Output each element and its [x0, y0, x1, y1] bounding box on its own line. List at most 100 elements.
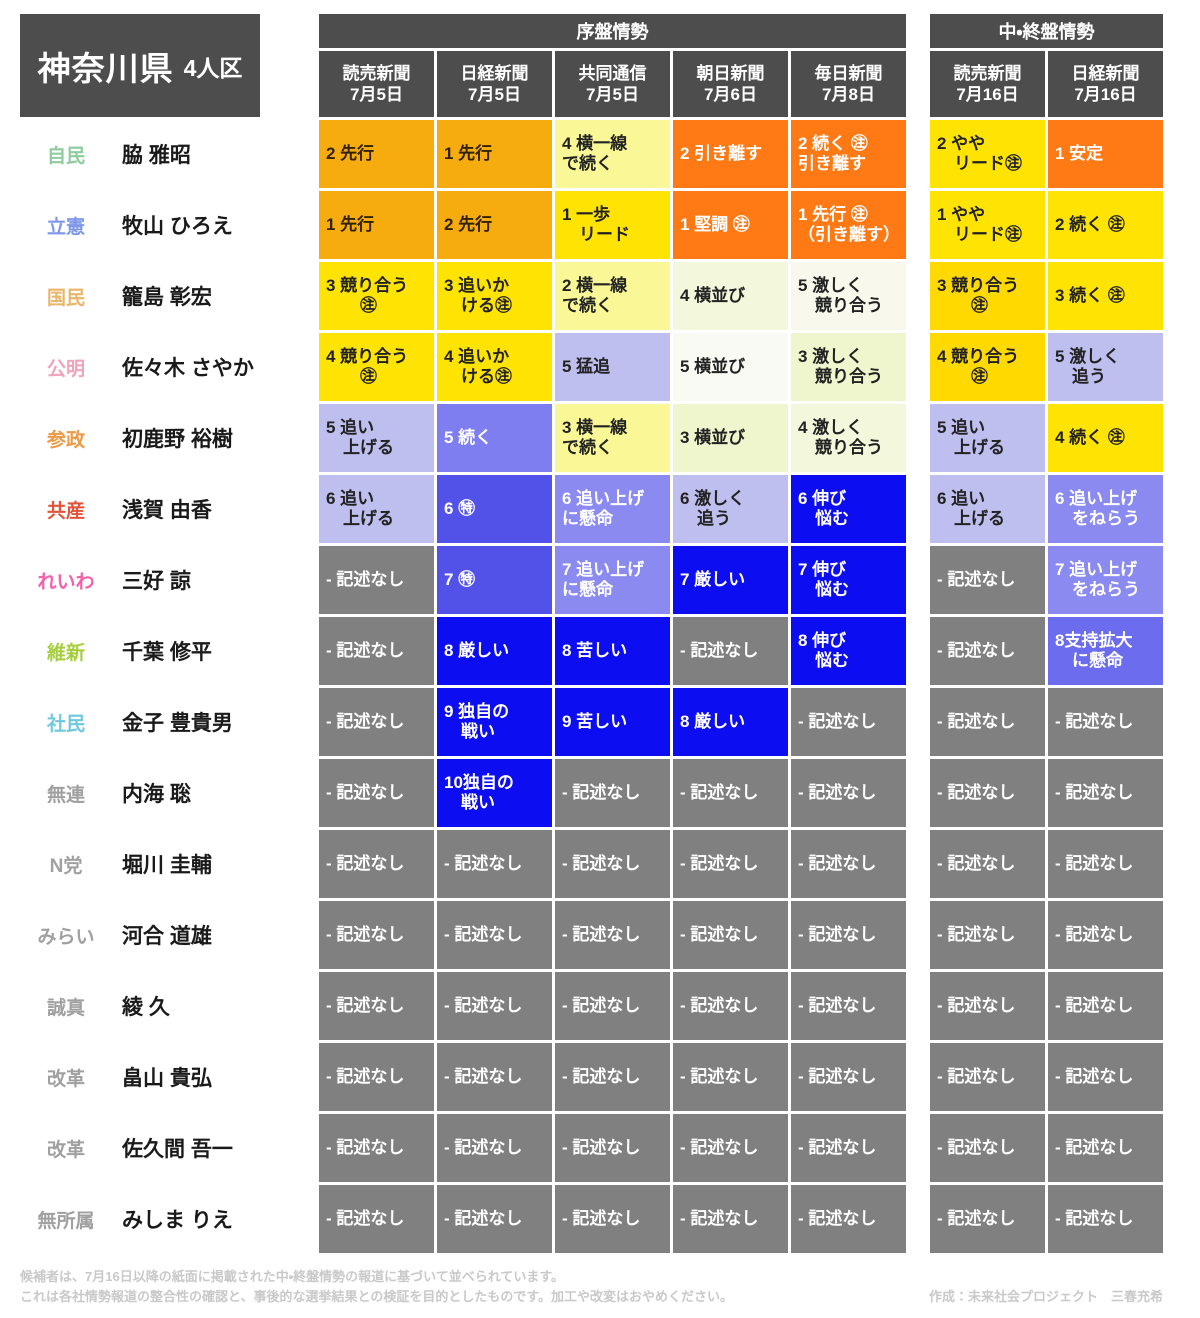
forecast-cell: - 記述なし: [437, 1114, 552, 1182]
forecast-cell: - 記述なし: [930, 759, 1045, 827]
footer-note-2: これは各社情勢報道の整合性の確認と、事後的な選挙結果との検証を目的としたものです…: [20, 1289, 734, 1305]
forecast-cell: - 記述なし: [791, 972, 906, 1040]
forecast-cell: - 記述なし: [791, 1185, 906, 1253]
forecast-cell: 8 厳しい: [673, 688, 788, 756]
paper-date: 7月16日: [1074, 85, 1137, 104]
party-name: 無連: [46, 784, 85, 806]
forecast-cell: - 記述なし: [1048, 901, 1163, 969]
forecast-cell: - 記述なし: [437, 1185, 552, 1253]
candidate-row-label: 改革 畠山 貴弘: [20, 1043, 316, 1111]
candidate-name: 初鹿野 裕樹: [122, 428, 233, 451]
forecast-cell: 3 横一線 で続く: [555, 404, 670, 472]
forecast-cell: - 記述なし: [437, 1043, 552, 1111]
column-group-gap: [909, 830, 927, 898]
forecast-cell: 3 競り合う ㊟: [930, 262, 1045, 330]
forecast-cell: - 記述なし: [930, 546, 1045, 614]
column-group-gap: [909, 617, 927, 685]
paper-date: 7月8日: [822, 85, 875, 104]
candidate-row-label: 無所属 みしま りえ: [20, 1185, 316, 1253]
forecast-cell: 4 激しく 競り合う: [791, 404, 906, 472]
forecast-cell: - 記述なし: [791, 759, 906, 827]
forecast-cell: 4 競り合う ㊟: [930, 333, 1045, 401]
candidate-name: 佐久間 吾一: [122, 1138, 233, 1161]
party-name: 無所属: [37, 1210, 95, 1232]
forecast-cell: 8 苦しい: [555, 617, 670, 685]
forecast-cell: 2 やや リード㊟: [930, 120, 1045, 188]
forecast-cell: - 記述なし: [437, 830, 552, 898]
credit-text: 作成：未来社会プロジェクト 三春充希: [928, 1289, 1163, 1305]
forecast-cell: - 記述なし: [673, 759, 788, 827]
forecast-cell: 7 追い上げ に懸命: [555, 546, 670, 614]
forecast-cell: - 記述なし: [437, 972, 552, 1040]
forecast-cell: - 記述なし: [673, 972, 788, 1040]
party-name: れいわ: [37, 571, 95, 593]
column-group-gap: [909, 688, 927, 756]
forecast-cell: - 記述なし: [555, 1043, 670, 1111]
forecast-cell: 4 続く ㊟: [1048, 404, 1163, 472]
candidate-name: 内海 聡: [122, 783, 191, 806]
column-header-nikkei-0716: 日経新聞 7月16日: [1048, 51, 1163, 117]
header-late-phase: 中・終盤情勢: [930, 14, 1163, 48]
forecast-cell: 9 苦しい: [555, 688, 670, 756]
forecast-cell: 5 激しく 競り合う: [791, 262, 906, 330]
column-group-gap: [909, 1043, 927, 1111]
forecast-cell: 9 独自の 戦い: [437, 688, 552, 756]
forecast-cell: - 記述なし: [319, 901, 434, 969]
forecast-cell: - 記述なし: [1048, 759, 1163, 827]
party-name: 国民: [46, 287, 85, 309]
candidate-row-label: 立憲 牧山 ひろえ: [20, 191, 316, 259]
forecast-cell: - 記述なし: [319, 972, 434, 1040]
column-group-gap: [909, 404, 927, 472]
forecast-cell: 1 先行 ㊟ （引き離す）: [791, 191, 906, 259]
column-group-gap: [909, 1185, 927, 1253]
party-name: 立憲: [46, 216, 85, 238]
party-name: 共産: [46, 500, 85, 522]
candidate-row-label: 改革 佐久間 吾一: [20, 1114, 316, 1182]
party-name: 改革: [46, 1068, 85, 1090]
forecast-cell: - 記述なし: [319, 1043, 434, 1111]
candidate-row-label: 共産 浅賀 由香: [20, 475, 316, 543]
paper-name: 読売新聞: [953, 63, 1022, 83]
candidate-name: 金子 豊貴男: [122, 712, 233, 735]
forecast-cell: - 記述なし: [319, 546, 434, 614]
forecast-cell: - 記述なし: [930, 830, 1045, 898]
column-group-gap: [909, 191, 927, 259]
forecast-cell: - 記述なし: [791, 830, 906, 898]
forecast-cell: - 記述なし: [1048, 830, 1163, 898]
prefecture-name: 神奈川県: [37, 49, 174, 87]
forecast-cell: 4 追いか ける㊟: [437, 333, 552, 401]
forecast-cell: 6 追い上げ をねらう: [1048, 475, 1163, 543]
forecast-cell: 2 引き離す: [673, 120, 788, 188]
column-group-gap: [909, 120, 927, 188]
forecast-cell: 5 横並び: [673, 333, 788, 401]
forecast-cell: 5 猛追: [555, 333, 670, 401]
column-group-gap: [909, 1114, 927, 1182]
candidate-name: 籠島 彰宏: [122, 286, 212, 309]
forecast-cell: 6 追い 上げる: [930, 475, 1045, 543]
column-group-gap: [909, 759, 927, 827]
party-name: 公明: [46, 358, 85, 380]
party-name: 参政: [46, 429, 85, 451]
footer-notes: 候補者は、7月16日以降の紙面に掲載された中・終盤情勢の報道に基づいて並べられて…: [20, 1267, 733, 1307]
candidate-row-label: 社民 金子 豊貴男: [20, 688, 316, 756]
forecast-cell: 5 追い 上げる: [319, 404, 434, 472]
forecast-cell: 2 横一線 で続く: [555, 262, 670, 330]
forecast-cell: - 記述なし: [673, 901, 788, 969]
forecast-cell: - 記述なし: [1048, 1114, 1163, 1182]
forecast-cell: 1 先行: [437, 120, 552, 188]
forecast-cell: 3 続く ㊟: [1048, 262, 1163, 330]
column-group-gap: [909, 901, 927, 969]
forecast-cell: 1 安定: [1048, 120, 1163, 188]
forecast-cell: - 記述なし: [555, 1185, 670, 1253]
candidate-row-label: 誠真 綾 久: [20, 972, 316, 1040]
forecast-cell: 2 続く ㊟: [1048, 191, 1163, 259]
forecast-cell: - 記述なし: [437, 901, 552, 969]
district-size: 4人区: [183, 54, 243, 81]
footer-note-1: 候補者は、7月16日以降の紙面に掲載された中・終盤情勢の報道に基づいて並べられて…: [20, 1269, 565, 1284]
candidate-name: 河合 道雄: [122, 925, 212, 948]
forecast-cell: - 記述なし: [1048, 1185, 1163, 1253]
forecast-cell: 1 一歩 リード: [555, 191, 670, 259]
column-group-gap: [909, 262, 927, 330]
candidate-row-label: 無連 内海 聡: [20, 759, 316, 827]
forecast-cell: 6 ㊕: [437, 475, 552, 543]
